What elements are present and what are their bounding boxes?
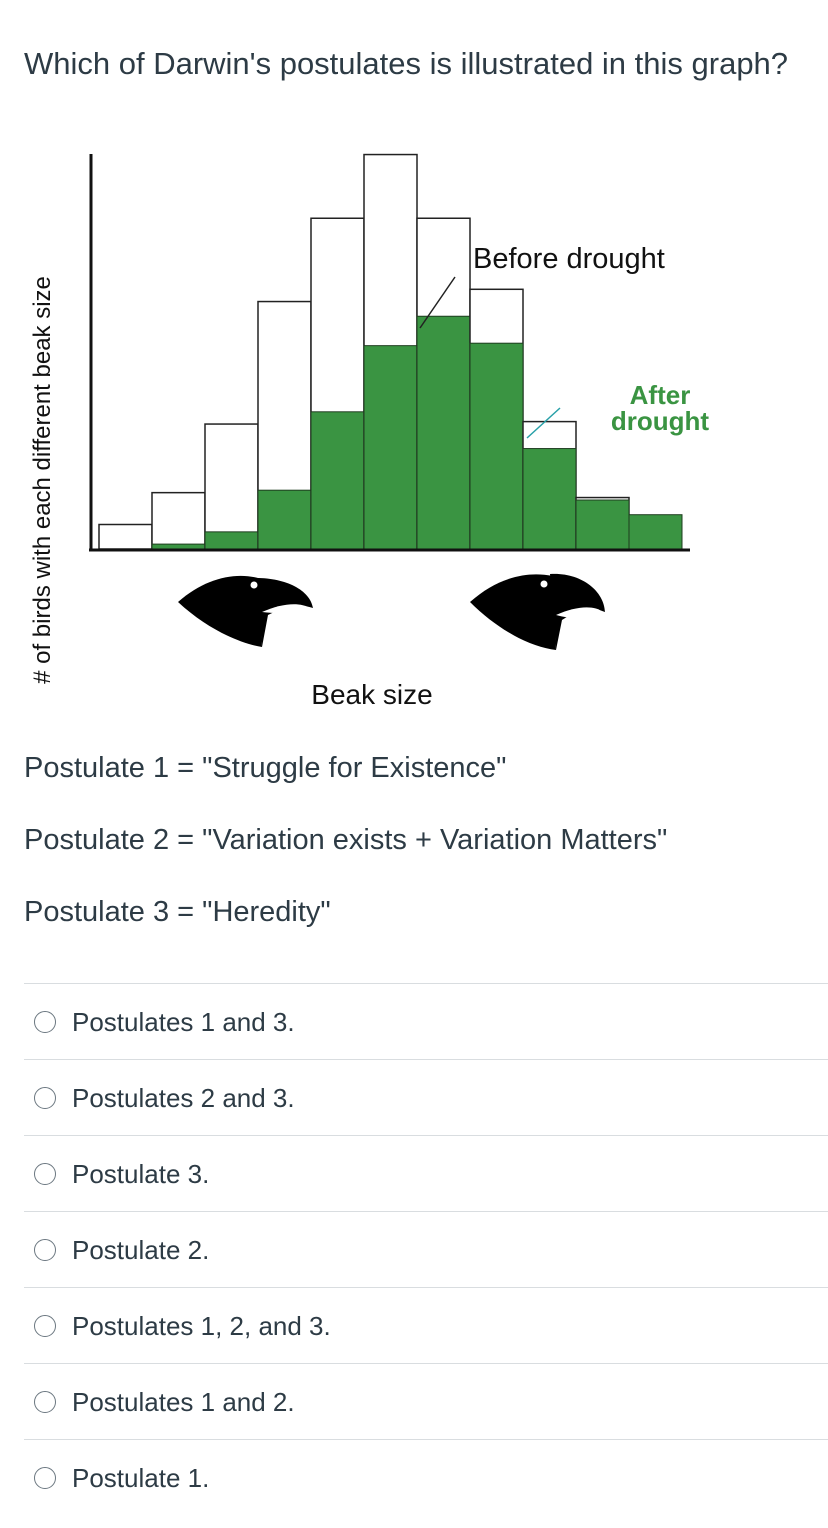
after-drought-pointer — [526, 407, 561, 439]
answer-option[interactable]: Postulate 1. — [24, 1439, 828, 1515]
answer-label: Postulate 2. — [72, 1234, 210, 1265]
answer-label: Postulates 1, 2, and 3. — [72, 1310, 331, 1341]
answer-option[interactable]: Postulates 1, 2, and 3. — [24, 1287, 828, 1363]
y-axis-label: # of birds with each different beak size — [29, 276, 56, 684]
after-drought-bar — [257, 489, 312, 550]
radio-button[interactable] — [34, 1086, 56, 1109]
radio-button[interactable] — [34, 1390, 56, 1413]
question-text: Which of Darwin's postulates is illustra… — [24, 46, 789, 81]
radio-button[interactable] — [34, 1162, 56, 1185]
after-drought-label-line1: After — [630, 380, 691, 410]
after-drought-bar — [204, 531, 259, 550]
answer-option[interactable]: Postulate 2. — [24, 1211, 828, 1287]
before-drought-bar — [204, 423, 259, 550]
answer-choices: Postulates 1 and 3. Postulates 2 and 3. … — [24, 983, 828, 1515]
answer-label: Postulate 3. — [72, 1158, 210, 1189]
before-drought-bar — [151, 491, 206, 550]
answer-label: Postulate 1. — [72, 1462, 210, 1493]
answer-option[interactable]: Postulate 3. — [24, 1135, 828, 1211]
postulate-1-text: Postulate 1 = "Struggle for Existence" — [24, 752, 507, 784]
histogram-bars — [98, 153, 683, 550]
after-drought-bar — [469, 342, 524, 550]
answer-option[interactable]: Postulates 1 and 2. — [24, 1363, 828, 1439]
radio-button[interactable] — [34, 1238, 56, 1261]
postulate-2-text: Postulate 2 = "Variation exists + Variat… — [24, 824, 668, 856]
answer-label: Postulates 1 and 2. — [72, 1386, 295, 1417]
postulate-3-text: Postulate 3 = "Heredity" — [24, 896, 331, 928]
large-beak-finch-icon — [470, 573, 605, 650]
answer-label: Postulates 2 and 3. — [72, 1082, 295, 1113]
after-drought-label-line2: drought — [611, 406, 710, 436]
before-drought-pointer — [419, 276, 456, 329]
after-drought-bar — [363, 345, 418, 550]
after-drought-bar — [151, 543, 206, 550]
x-axis-label: Beak size — [311, 679, 432, 710]
beak-size-chart: # of birds with each different beak size… — [29, 153, 710, 710]
before-drought-bar — [98, 523, 153, 550]
radio-button[interactable] — [34, 1466, 56, 1489]
after-drought-bar — [628, 514, 683, 550]
after-drought-bar — [416, 315, 471, 550]
answer-label: Postulates 1 and 3. — [72, 1006, 295, 1037]
small-beak-finch-icon — [178, 575, 313, 647]
radio-button[interactable] — [34, 1010, 56, 1033]
answer-option[interactable]: Postulates 1 and 3. — [24, 983, 828, 1059]
after-drought-bar — [575, 499, 630, 550]
after-drought-bar — [522, 448, 577, 550]
radio-button[interactable] — [34, 1314, 56, 1337]
answer-option[interactable]: Postulates 2 and 3. — [24, 1059, 828, 1135]
after-drought-bar — [310, 411, 365, 550]
before-drought-label: Before drought — [473, 243, 665, 275]
